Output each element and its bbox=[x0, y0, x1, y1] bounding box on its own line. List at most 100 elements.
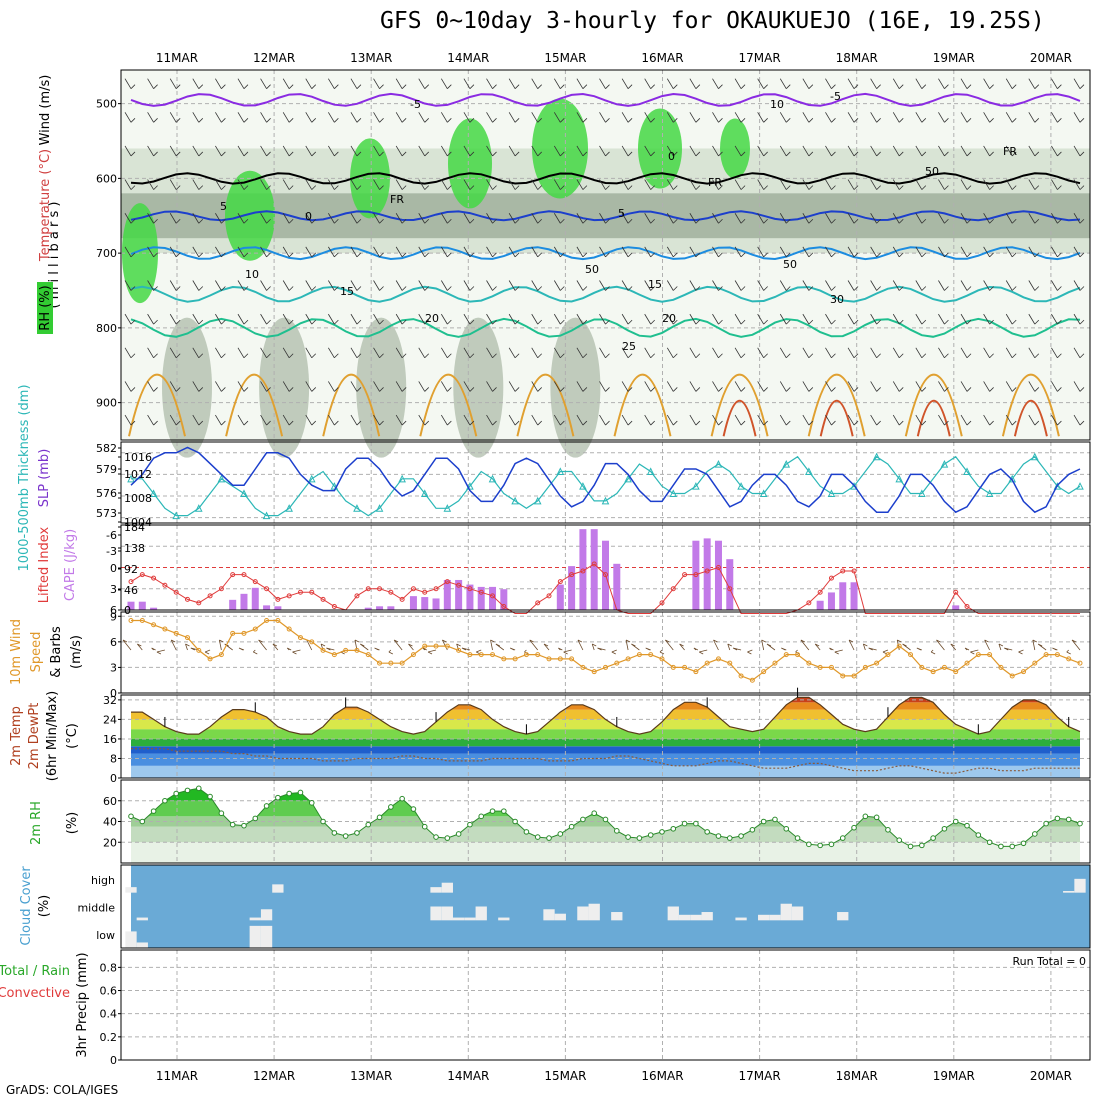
wind-barb bbox=[938, 414, 949, 426]
wind-barb-10m bbox=[476, 649, 482, 655]
wind-barb bbox=[395, 145, 407, 157]
rh-lowlevel-area bbox=[259, 317, 310, 458]
wind-barb bbox=[373, 213, 384, 224]
wind-barb bbox=[124, 347, 136, 359]
cloud-panel-frame bbox=[120, 864, 1091, 949]
wind-speed-point bbox=[648, 652, 654, 658]
wind-barb bbox=[147, 145, 158, 157]
lifted-index-point bbox=[388, 589, 394, 595]
wind-speed-point bbox=[230, 630, 236, 636]
rh-point bbox=[444, 835, 451, 841]
date-label-bottom: 13MAR bbox=[350, 1069, 392, 1083]
wind-barb bbox=[847, 313, 859, 325]
date-label-top: 17MAR bbox=[739, 51, 781, 65]
wind-speed-point bbox=[151, 622, 157, 628]
precip-tick-label: 0.4 bbox=[100, 1008, 118, 1021]
temp-fill-group bbox=[131, 697, 1080, 778]
wind-barb bbox=[124, 414, 136, 426]
cloud-clear-bar bbox=[678, 914, 691, 921]
wind-barb bbox=[599, 313, 610, 325]
wind-barb bbox=[734, 179, 746, 190]
thickness-point bbox=[398, 474, 406, 483]
cloud-row-label: middle bbox=[77, 902, 115, 915]
wind-barb bbox=[757, 78, 768, 89]
contour-label: 50 bbox=[585, 263, 599, 276]
wind-speed-point bbox=[456, 647, 462, 653]
wind-barb bbox=[825, 246, 836, 258]
wind-barb bbox=[531, 347, 542, 359]
wind-barb-10m bbox=[292, 649, 301, 655]
thickness-point bbox=[601, 496, 610, 505]
rh-tick-label: 40 bbox=[103, 816, 117, 829]
lifted-index-point bbox=[727, 586, 733, 592]
wind-barb bbox=[305, 313, 317, 325]
wind-barb bbox=[147, 313, 158, 325]
wind-barb-10m bbox=[1052, 647, 1058, 651]
wind-barb bbox=[169, 414, 181, 426]
wind-barb bbox=[712, 145, 723, 157]
wind-speed-point bbox=[1009, 673, 1015, 679]
rh-point bbox=[591, 810, 598, 817]
lifted-index-point bbox=[715, 565, 721, 570]
rh-point bbox=[478, 813, 485, 820]
wind-barb bbox=[124, 145, 136, 157]
rh-point bbox=[195, 785, 202, 792]
rh-band-dense bbox=[121, 193, 1090, 239]
wind-barb bbox=[779, 280, 791, 291]
lifted-index-point bbox=[196, 600, 202, 606]
wind-barb bbox=[1005, 347, 1017, 359]
wind-barb bbox=[779, 381, 791, 392]
wind-speed-point bbox=[636, 652, 642, 658]
wind-barb bbox=[508, 381, 520, 392]
wind-barb bbox=[215, 414, 226, 426]
wind-barb bbox=[418, 347, 430, 359]
wind-barb bbox=[282, 347, 294, 359]
wind-barb bbox=[960, 78, 972, 89]
wind-barb bbox=[463, 213, 475, 224]
wind-barb bbox=[915, 78, 927, 89]
contour-label: 50 bbox=[783, 258, 797, 271]
date-label-bottom: 14MAR bbox=[447, 1069, 489, 1083]
date-label-top: 16MAR bbox=[641, 51, 683, 65]
isotherm-25 bbox=[807, 373, 866, 437]
cape-bar bbox=[443, 579, 451, 610]
wind-barb bbox=[260, 78, 271, 89]
wind-barb-10m bbox=[664, 639, 674, 651]
cloud-clear-bar bbox=[475, 906, 487, 921]
wind-barb bbox=[169, 347, 181, 359]
wind-barb bbox=[192, 347, 204, 359]
wind-barb-10m bbox=[970, 649, 979, 655]
wind-barb bbox=[508, 414, 520, 426]
wind-barb bbox=[599, 414, 610, 426]
lifted-index-point bbox=[840, 568, 846, 574]
cape-bar bbox=[692, 540, 700, 610]
run-total-label: Run Total = 0 bbox=[1013, 955, 1087, 968]
wind-barb bbox=[147, 213, 158, 224]
lifted-index-point bbox=[207, 593, 213, 599]
contour-label: 10 bbox=[245, 268, 259, 281]
rh-point bbox=[726, 835, 733, 841]
rh-point bbox=[467, 821, 473, 828]
wind-barb bbox=[147, 414, 158, 426]
wind-barb bbox=[779, 145, 791, 157]
thickness-tick-label: 573 bbox=[96, 507, 117, 520]
wind-speed-point bbox=[275, 618, 281, 624]
wind-barb bbox=[1073, 414, 1085, 426]
wind-barb bbox=[418, 179, 430, 190]
wind-barb bbox=[395, 213, 407, 224]
li-tick-label: 6 bbox=[110, 604, 117, 617]
rh-point bbox=[817, 842, 823, 849]
wind-barb-10m bbox=[902, 643, 911, 651]
wind-barb bbox=[621, 145, 633, 157]
wind-barb bbox=[666, 246, 678, 258]
cloud-clear-bar bbox=[441, 882, 453, 893]
wind-barb bbox=[192, 313, 204, 325]
wind-barb bbox=[1028, 246, 1040, 258]
lifted-index-point bbox=[173, 589, 179, 595]
lifted-index-point bbox=[309, 589, 315, 595]
precip-tick-label: 0 bbox=[110, 1054, 117, 1067]
rh-moist-area bbox=[225, 170, 275, 261]
li-tick-label: 3 bbox=[110, 583, 117, 596]
wind-barb bbox=[486, 347, 497, 359]
wind-barb bbox=[237, 414, 249, 426]
